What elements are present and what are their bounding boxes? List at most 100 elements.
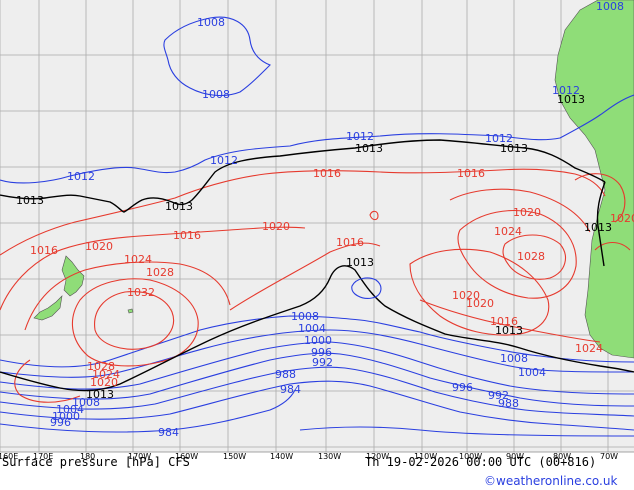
label-1020: 1020	[90, 376, 118, 389]
label-996: 996	[311, 346, 332, 359]
label-1012: 1012	[485, 132, 513, 145]
label-1012: 1012	[210, 154, 238, 167]
lon-tick: 180	[80, 452, 95, 461]
isobar-1013-north	[0, 139, 606, 213]
chatham-island	[127, 308, 134, 314]
label-1032: 1032	[127, 286, 155, 299]
label-1000: 1000	[52, 410, 80, 423]
lon-tick: 150W	[223, 452, 246, 461]
label-1013: 1013	[165, 200, 193, 213]
lon-tick: 160E	[0, 452, 18, 461]
label-1024: 1024	[92, 368, 120, 381]
label-1024: 1024	[494, 225, 522, 238]
label-1024: 1024	[124, 253, 152, 266]
isobar-1008-north-loop	[163, 16, 271, 97]
label-1020: 1020	[262, 220, 290, 233]
label-996: 996	[452, 381, 473, 394]
land-masses	[33, 0, 634, 359]
label-1008: 1008	[72, 396, 100, 409]
label-1008: 1008	[197, 16, 225, 29]
isobar-984-east	[299, 426, 634, 437]
isobar-1013-south	[0, 265, 634, 392]
lon-tick: 170E	[33, 452, 53, 461]
isobar-1020-east	[409, 248, 550, 336]
credit-link[interactable]: ©weatheronline.co.uk	[484, 474, 617, 488]
isobar-1000	[0, 341, 634, 395]
label-1016: 1016	[30, 244, 58, 257]
label-992: 992	[488, 389, 509, 402]
label-1016: 1016	[173, 229, 201, 242]
label-988: 988	[498, 397, 519, 410]
label-1013: 1013	[495, 324, 523, 337]
label-1024: 1024	[575, 342, 603, 355]
label-1020: 1020	[452, 289, 480, 302]
label-1004: 1004	[298, 322, 326, 335]
label-1013: 1013	[500, 142, 528, 155]
low-pressure-labels: 1008 1008 1008 1012 1012 1012 1012 1012 …	[50, 0, 624, 439]
label-1013: 1013	[584, 221, 612, 234]
label-1012: 1012	[346, 130, 374, 143]
label-1016: 1016	[490, 315, 518, 328]
isobar-996	[0, 352, 634, 407]
isobar-988	[0, 380, 634, 431]
label-996: 996	[50, 416, 71, 429]
label-1028: 1028	[146, 266, 174, 279]
map-title: Surface pressure [hPa] CFS	[2, 455, 190, 469]
high-pressure-isobars	[0, 168, 631, 403]
label-1008: 1008	[596, 0, 624, 13]
lon-tick: 140W	[270, 452, 293, 461]
lat-lon-grid	[0, 0, 634, 452]
label-988: 988	[275, 368, 296, 381]
label-1013: 1013	[16, 194, 44, 207]
lon-tick: 70W	[600, 452, 618, 461]
label-1028: 1028	[517, 250, 545, 263]
label-1013: 1013	[346, 256, 374, 269]
label-1000: 1000	[304, 334, 332, 347]
lon-tick: 90W	[506, 452, 524, 461]
isobar-992	[0, 366, 634, 417]
south-island-nz	[33, 295, 63, 321]
label-1013: 1013	[557, 93, 585, 106]
label-1004: 1004	[56, 403, 84, 416]
label-1020: 1020	[85, 240, 113, 253]
lon-tick: 160W	[175, 452, 198, 461]
isobar-1016-small-ring	[369, 210, 379, 221]
isobar-1024-chile	[594, 241, 631, 251]
lon-tick: 130W	[318, 452, 341, 461]
isobar-1016-mid	[229, 242, 381, 311]
label-984: 984	[158, 426, 179, 439]
isobar-1024-east	[457, 209, 577, 299]
lon-tick: 120W	[366, 452, 389, 461]
label-1013: 1013	[86, 388, 114, 401]
label-1020: 1020	[513, 206, 541, 219]
valid-time: Th 19-02-2026 00:00 UTC (00+816)	[365, 455, 596, 469]
isobar-1016-east	[449, 188, 591, 233]
label-1016: 1016	[313, 167, 341, 180]
ocean-area	[0, 0, 634, 452]
low-pressure-isobars	[0, 16, 634, 437]
label-1016: 1016	[336, 236, 364, 249]
label-1008: 1008	[291, 310, 319, 323]
standard-isobar-labels: 1013 1013 1013 1013 1013 1013 1013 1013 …	[16, 93, 612, 401]
isobar-1013-chile	[596, 181, 606, 267]
label-984: 984	[280, 383, 301, 396]
standard-isobars	[0, 139, 634, 392]
isobar-1032	[94, 291, 174, 350]
isobar-1028	[71, 278, 199, 367]
lon-tick: 170W	[128, 452, 151, 461]
isobar-1004-south	[0, 329, 634, 378]
isobar-984	[0, 389, 296, 433]
label-1004: 1004	[518, 366, 546, 379]
label-1008: 1008	[202, 88, 230, 101]
isobar-1024-outer	[14, 359, 81, 403]
label-992: 992	[312, 356, 333, 369]
isobar-1008-small-ring	[351, 277, 382, 299]
label-1008: 1008	[500, 352, 528, 365]
isobar-1012-high	[0, 94, 634, 184]
label-1013: 1013	[355, 142, 383, 155]
label-1016: 1016	[457, 167, 485, 180]
bottom-bar	[0, 452, 634, 490]
label-1020: 1020	[610, 212, 634, 225]
